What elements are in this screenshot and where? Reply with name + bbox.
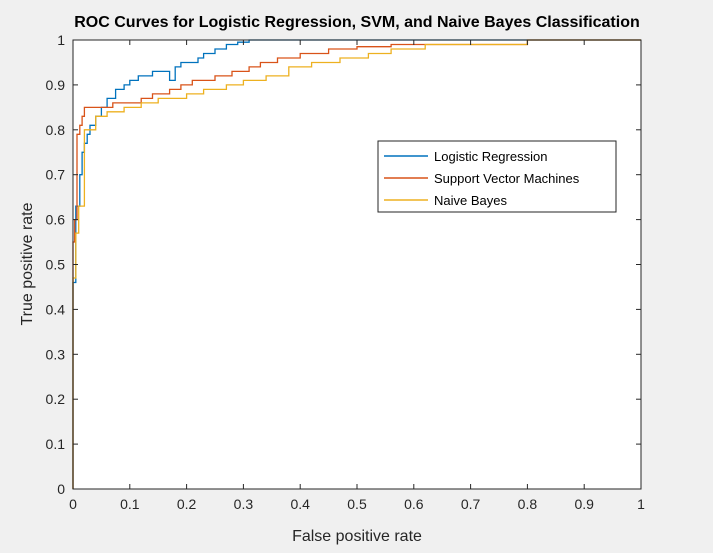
- y-tick-label: 0.4: [46, 301, 66, 317]
- y-axis-title: True positive rate: [19, 202, 36, 325]
- x-tick-label: 0: [69, 496, 77, 512]
- x-axis-title: False positive rate: [292, 528, 422, 545]
- y-tick-label: 0.5: [46, 257, 66, 273]
- x-tick-label: 0.4: [290, 496, 310, 512]
- ticks-layer: 0 0.1 0.2 0.3 0.4 0.5 0.6 0.7 0.8 0.9 1 0 0.1 0.2 0.3 0…: [46, 32, 646, 512]
- y-tick-label: 1: [57, 32, 65, 48]
- y-tick-label: 0.6: [46, 212, 66, 228]
- x-tick-label: 0.8: [518, 496, 538, 512]
- x-tick-label: 0.5: [347, 496, 367, 512]
- x-tick-label: 0.2: [177, 496, 197, 512]
- y-tick-label: 0.3: [46, 346, 66, 362]
- chart-title: ROC Curves for Logistic Regression, SVM,…: [74, 14, 640, 31]
- x-tick-label: 0.1: [120, 496, 140, 512]
- legend: Logistic Regression Support Vector Machin…: [377, 140, 617, 213]
- x-tick-label: 1: [637, 496, 645, 512]
- series-layer: [72, 39, 641, 489]
- plot-area: [73, 40, 641, 489]
- y-tick-label: 0.8: [46, 122, 66, 138]
- series-line-support-vector-machines: [72, 39, 641, 489]
- series-line-naive-bayes: [72, 39, 641, 489]
- x-tick-label: 0.7: [461, 496, 481, 512]
- legend-label: Naive Bayes: [434, 193, 507, 208]
- x-tick-label: 0.6: [404, 496, 424, 512]
- y-tick-label: 0.7: [46, 167, 66, 183]
- x-tick-label: 0.9: [574, 496, 594, 512]
- x-tick-label: 0.3: [234, 496, 254, 512]
- legend-label: Support Vector Machines: [434, 171, 580, 186]
- legend-label: Logistic Regression: [434, 149, 547, 164]
- y-tick-label: 0.2: [46, 391, 66, 407]
- y-tick-label: 0.9: [46, 77, 66, 93]
- y-tick-label: 0: [57, 481, 65, 497]
- y-tick-label: 0.1: [46, 436, 66, 452]
